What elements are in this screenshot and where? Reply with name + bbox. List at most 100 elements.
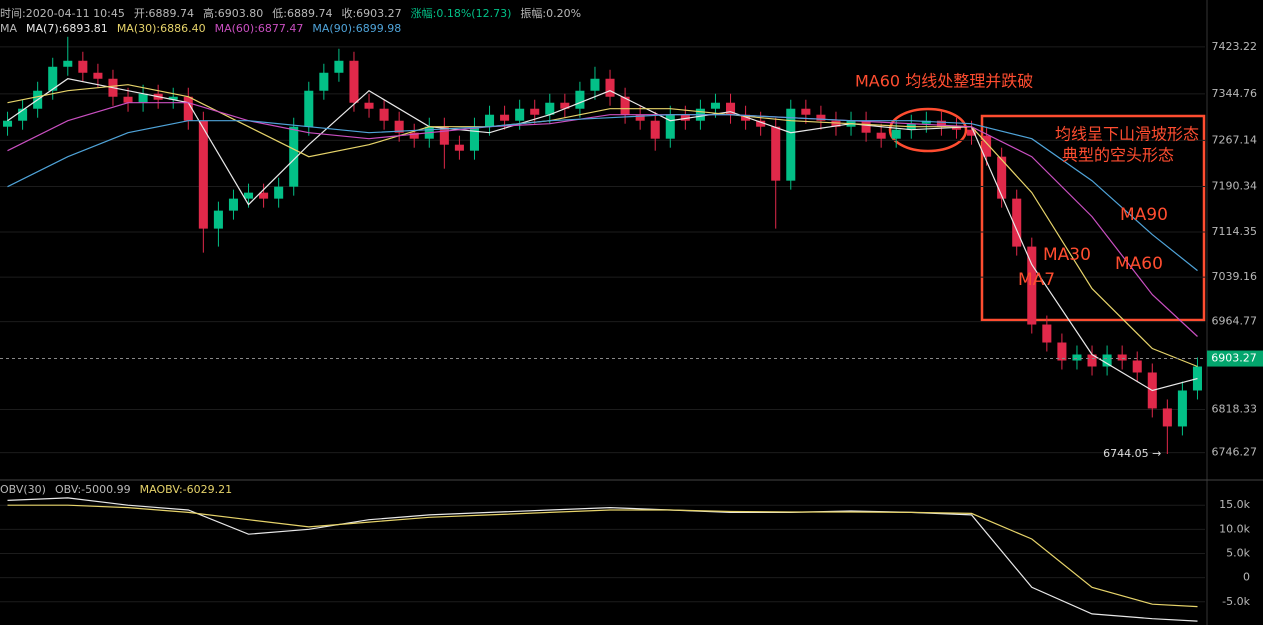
candle-body — [334, 60, 344, 73]
candle-body — [831, 120, 841, 127]
candle-body — [936, 120, 946, 127]
header-item: 高:6903.80 — [203, 7, 264, 20]
candle-body — [801, 108, 811, 115]
highlight-box — [980, 114, 1206, 322]
ma-legend: MA MA(7):6893.81 MA(30):6886.40 MA(60):6877… — [0, 22, 401, 35]
last-price-tag-bg — [1207, 350, 1263, 367]
series-label: MA60 — [1115, 254, 1163, 274]
candle-body — [605, 78, 615, 97]
candle-body — [710, 102, 720, 109]
candle-body — [560, 102, 570, 109]
annotation: 均线呈下山滑坡形态 — [1055, 125, 1199, 144]
candle-body — [635, 114, 645, 121]
legend-title: MA — [0, 22, 18, 35]
candle-body — [997, 156, 1007, 199]
y-tick-label: 0 — [1243, 571, 1250, 584]
y-tick-label: 7190.34 — [1212, 179, 1258, 192]
candle-body — [454, 144, 464, 151]
candle-body — [726, 102, 736, 115]
candle-body — [1087, 354, 1097, 367]
candle-body — [500, 114, 510, 121]
annotation: 典型的空头形态 — [1062, 146, 1174, 165]
candle-body — [1177, 390, 1187, 427]
candle-body — [771, 126, 781, 181]
candle-body — [756, 120, 766, 127]
candle-body — [741, 114, 751, 121]
candle-body — [469, 126, 479, 151]
candle-body — [168, 96, 178, 100]
candle-body — [515, 108, 525, 121]
candle-body — [289, 126, 299, 187]
candle-body — [364, 102, 374, 109]
candle-body — [123, 96, 133, 103]
candle-body — [665, 114, 675, 139]
candle-body — [1162, 408, 1172, 427]
header-bar: 时间:2020-04-11 10:45 开:6889.74 高:6903.80 低:6… — [0, 5, 581, 21]
candle-body — [63, 60, 73, 67]
candle-body — [48, 66, 58, 91]
candle-body — [861, 120, 871, 133]
candle-body — [951, 126, 961, 130]
candle-body — [485, 114, 495, 127]
candle-body — [575, 90, 585, 109]
y-tick-label: 15.0k — [1219, 498, 1250, 511]
legend-entry: MA(60):6877.47 — [214, 22, 304, 35]
candle-body — [1072, 354, 1082, 361]
candle-body — [379, 108, 389, 121]
candle-body — [198, 120, 208, 229]
candle-body — [409, 132, 419, 139]
candle-body — [244, 192, 254, 199]
candle-body — [967, 129, 977, 136]
candle-body — [93, 72, 103, 79]
legend-title: OBV(30) — [0, 483, 46, 496]
y-tick-label: -5.0k — [1222, 595, 1250, 608]
series-label: MA90 — [1120, 205, 1168, 225]
candle-body — [530, 108, 540, 115]
last-price-tag: 6903.27 — [1211, 352, 1257, 365]
legend-entry: MA(7):6893.81 — [26, 22, 108, 35]
candle-body — [259, 192, 269, 199]
legend-entry: MA(30):6886.40 — [116, 22, 206, 35]
candle-body — [138, 93, 148, 103]
candle-body — [786, 108, 796, 181]
candle-body — [78, 60, 88, 73]
candle-body — [18, 108, 28, 121]
y-tick-label: 7114.35 — [1212, 225, 1258, 238]
y-tick-label: 6746.27 — [1212, 446, 1258, 459]
header-item: 振幅:0.20% — [520, 7, 582, 20]
y-tick-label: 10.0k — [1219, 522, 1250, 535]
line — [7, 78, 1198, 392]
header-item: 低:6889.74 — [272, 7, 333, 20]
candle-body — [439, 126, 449, 145]
legend-entry: OBV:-5000.99 — [54, 483, 131, 496]
candle-body — [304, 90, 314, 127]
candle-body — [620, 96, 630, 115]
series-label: MA30 — [1043, 245, 1091, 265]
line — [7, 504, 1198, 608]
header-item: 时间:2020-04-11 10:45 — [0, 7, 125, 20]
candle-body — [680, 114, 690, 121]
candle-body — [545, 102, 555, 115]
y-tick-label: 7344.76 — [1212, 87, 1258, 100]
candle-body — [394, 120, 404, 133]
candle-body — [876, 132, 886, 139]
candle-body — [590, 78, 600, 91]
legend-entry: MAOBV:-6029.21 — [139, 483, 233, 496]
y-tick-label: 6964.77 — [1212, 315, 1258, 328]
candle-body — [3, 120, 13, 127]
candle-body — [183, 96, 193, 121]
y-tick-label: 7267.14 — [1212, 133, 1258, 146]
candle-body — [891, 129, 901, 139]
line — [7, 102, 1198, 337]
candle-body — [650, 120, 660, 139]
line — [7, 114, 1198, 272]
legend-entry: MA(90):6899.98 — [312, 22, 402, 35]
candle-body — [319, 72, 329, 91]
candle-body — [1027, 246, 1037, 325]
line — [7, 84, 1198, 368]
candle-body — [228, 198, 238, 211]
candle-body — [1042, 324, 1052, 343]
